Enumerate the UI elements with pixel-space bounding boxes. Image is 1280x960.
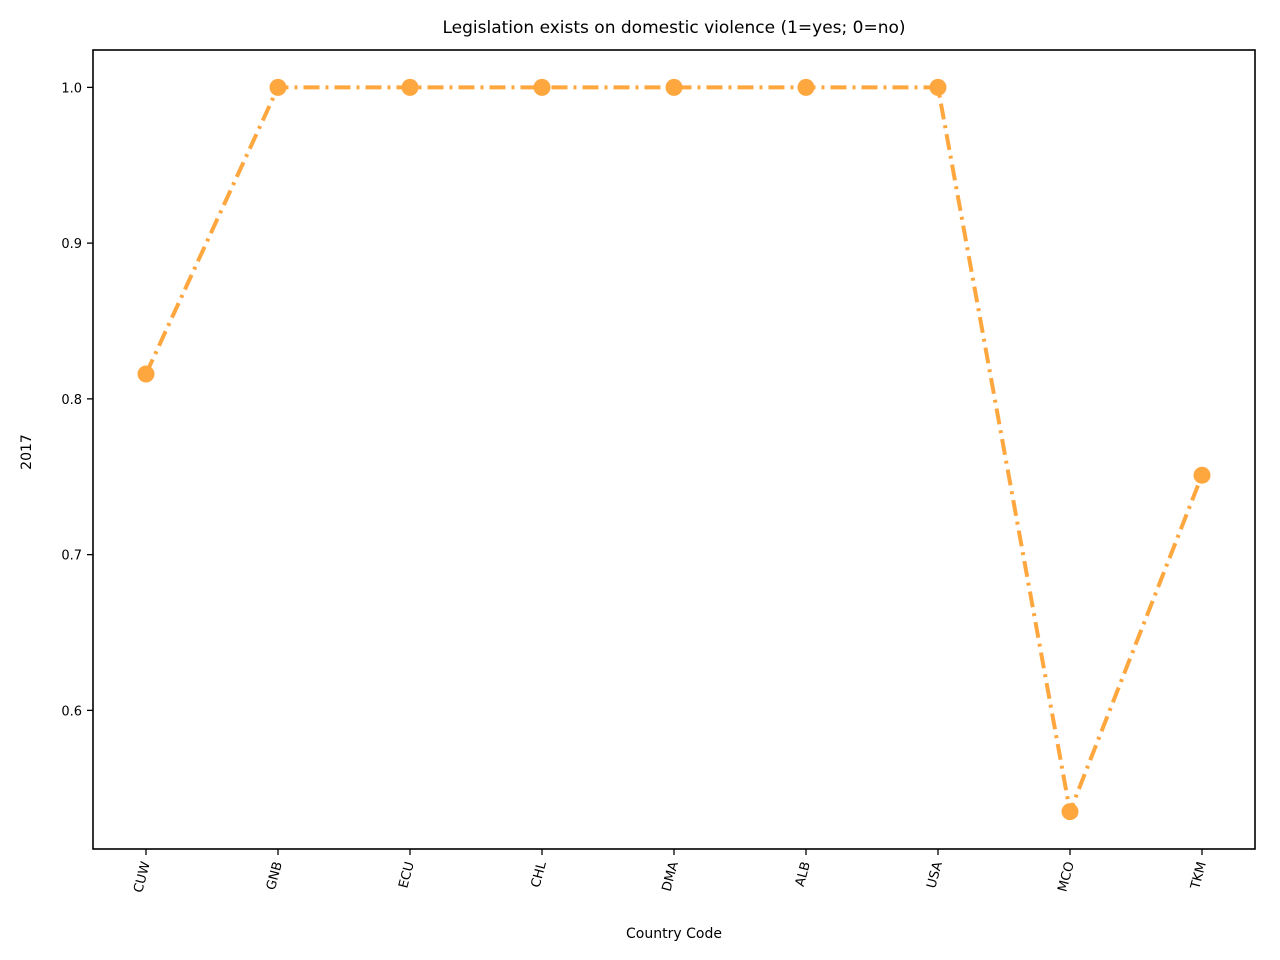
data-point-dma bbox=[665, 78, 683, 96]
y-tick-label: 0.8 bbox=[61, 393, 82, 408]
y-tick-label: 0.9 bbox=[61, 237, 82, 252]
x-tick-label: CUW bbox=[131, 860, 154, 894]
x-tick-label: USA bbox=[924, 860, 945, 890]
y-tick-label: 0.7 bbox=[61, 549, 82, 564]
x-tick-label: ALB bbox=[793, 860, 814, 888]
x-tick-label: GNB bbox=[264, 860, 286, 892]
data-point-ecu bbox=[401, 78, 419, 96]
data-point-usa bbox=[929, 78, 947, 96]
data-point-gnb bbox=[269, 78, 287, 96]
x-tick-label: ECU bbox=[396, 860, 417, 890]
chart-title: Legislation exists on domestic violence … bbox=[442, 18, 905, 38]
y-axis: 0.6 0.7 0.8 0.9 1.0 bbox=[61, 81, 93, 719]
x-tick-label: TKM bbox=[1188, 860, 1210, 892]
series-layer bbox=[137, 78, 1211, 821]
y-tick-label: 1.0 bbox=[61, 81, 82, 96]
x-tick-label: DMA bbox=[660, 860, 682, 893]
y-axis-label: 2017 bbox=[19, 434, 35, 470]
x-tick-label: CHL bbox=[529, 859, 550, 889]
x-axis-label: Country Code bbox=[626, 926, 722, 942]
y-tick-label: 0.6 bbox=[61, 704, 82, 719]
plot-area bbox=[93, 50, 1255, 849]
data-point-cuw bbox=[137, 365, 155, 383]
plot-frame bbox=[92, 49, 1256, 850]
x-tick-label: MCO bbox=[1055, 860, 1077, 893]
x-axis: CUW GNB ECU CHL DMA ALB USA MCO TKM bbox=[131, 849, 1210, 894]
data-point-chl bbox=[533, 78, 551, 96]
data-point-tkm bbox=[1193, 466, 1211, 484]
data-point-alb bbox=[797, 78, 815, 96]
series-line bbox=[144, 85, 1204, 814]
data-point-mco bbox=[1061, 803, 1079, 821]
